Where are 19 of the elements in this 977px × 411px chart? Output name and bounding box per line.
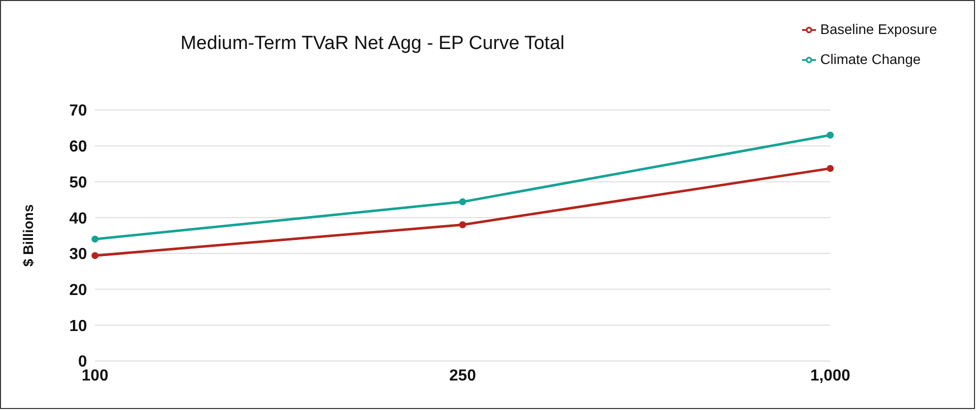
point bbox=[826, 164, 834, 172]
x-tick-label: 250 bbox=[449, 367, 476, 384]
y-tick-label: 30 bbox=[69, 246, 88, 264]
y-tick-label: 40 bbox=[69, 210, 88, 228]
point bbox=[92, 236, 98, 243]
point bbox=[459, 198, 466, 206]
y-tick-label: 70 bbox=[69, 102, 88, 120]
point bbox=[459, 221, 466, 228]
y-tick-label: 50 bbox=[69, 174, 88, 192]
legend-label: Baseline Exposure bbox=[820, 21, 937, 37]
y-tick-label: 60 bbox=[69, 138, 88, 156]
point bbox=[92, 252, 98, 260]
y-tick-label: 20 bbox=[69, 282, 88, 299]
legend-label: Climate Change bbox=[820, 51, 921, 67]
y-tick-label: 10 bbox=[69, 318, 88, 335]
x-tick-label: 1,000 bbox=[810, 367, 850, 384]
point bbox=[826, 132, 834, 139]
y-axis-title: $ Billions bbox=[20, 204, 36, 267]
chart-title: Medium-Term TVaR Net Agg - EP Curve Total bbox=[179, 33, 566, 55]
